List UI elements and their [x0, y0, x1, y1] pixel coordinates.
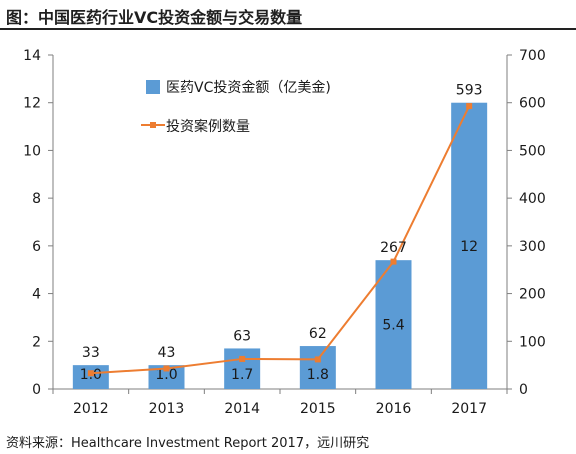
line-point — [466, 103, 473, 110]
bar — [72, 365, 109, 389]
legend-line-label: 投资案例数量 — [166, 118, 250, 135]
bar — [375, 260, 412, 389]
bar — [148, 365, 185, 389]
bar — [224, 348, 261, 389]
y-right-tick-label: 500 — [519, 143, 546, 159]
y-left-tick-label: 12 — [23, 96, 41, 112]
line-data-label: 33 — [82, 345, 100, 361]
source-note: 资料来源：Healthcare Investment Report 2017，远… — [6, 436, 370, 451]
y-right-tick-label: 400 — [519, 191, 546, 207]
y-right-tick-label: 300 — [519, 239, 546, 255]
x-tick-label: 2014 — [224, 401, 260, 417]
legend-line-marker — [150, 122, 156, 128]
bar-data-label: 1.7 — [231, 367, 253, 383]
y-left-tick-label: 2 — [32, 334, 41, 350]
line-point — [163, 365, 170, 372]
y-right-tick-label: 700 — [519, 48, 546, 64]
x-tick-label: 2013 — [149, 401, 185, 417]
line-point — [239, 355, 246, 362]
legend-bar-swatch — [146, 80, 160, 94]
bar-data-label: 1.0 — [155, 367, 177, 383]
y-left-tick-label: 0 — [32, 382, 41, 398]
x-tick-label: 2016 — [376, 401, 412, 417]
y-left-tick-label: 10 — [23, 143, 41, 159]
y-left-tick-label: 8 — [32, 191, 41, 207]
line-data-label: 63 — [233, 328, 251, 344]
bar-data-label: 5.4 — [382, 318, 404, 334]
line-point — [390, 258, 397, 265]
legend-bar-label: 医药VC投资金额（亿美金) — [166, 80, 331, 96]
line-data-label: 267 — [380, 240, 407, 256]
y-right-tick-label: 200 — [519, 287, 546, 303]
y-left-tick-label: 4 — [32, 287, 41, 303]
line-point — [314, 356, 321, 363]
y-right-tick-label: 100 — [519, 334, 546, 350]
bar — [299, 346, 336, 389]
bar-data-label: 1.8 — [307, 367, 329, 383]
series-line — [90, 105, 471, 375]
chart-title: 图：中国医药行业VC投资金额与交易数量 — [6, 8, 303, 27]
x-tick-label: 2015 — [300, 401, 336, 417]
line-data-label: 43 — [158, 345, 176, 361]
y-right-tick-label: 0 — [519, 382, 528, 398]
title-divider — [0, 28, 576, 30]
x-tick-label: 2017 — [451, 401, 487, 417]
y-left-tick-label: 14 — [23, 48, 41, 64]
line-data-label: 593 — [456, 83, 483, 99]
bar-data-label: 12 — [460, 239, 478, 255]
y-left-tick-label: 6 — [32, 239, 41, 255]
x-tick-label: 2012 — [73, 401, 109, 417]
line-data-label: 62 — [309, 326, 327, 342]
y-right-tick-label: 600 — [519, 96, 546, 112]
line-point — [87, 370, 94, 377]
bar — [451, 102, 488, 389]
